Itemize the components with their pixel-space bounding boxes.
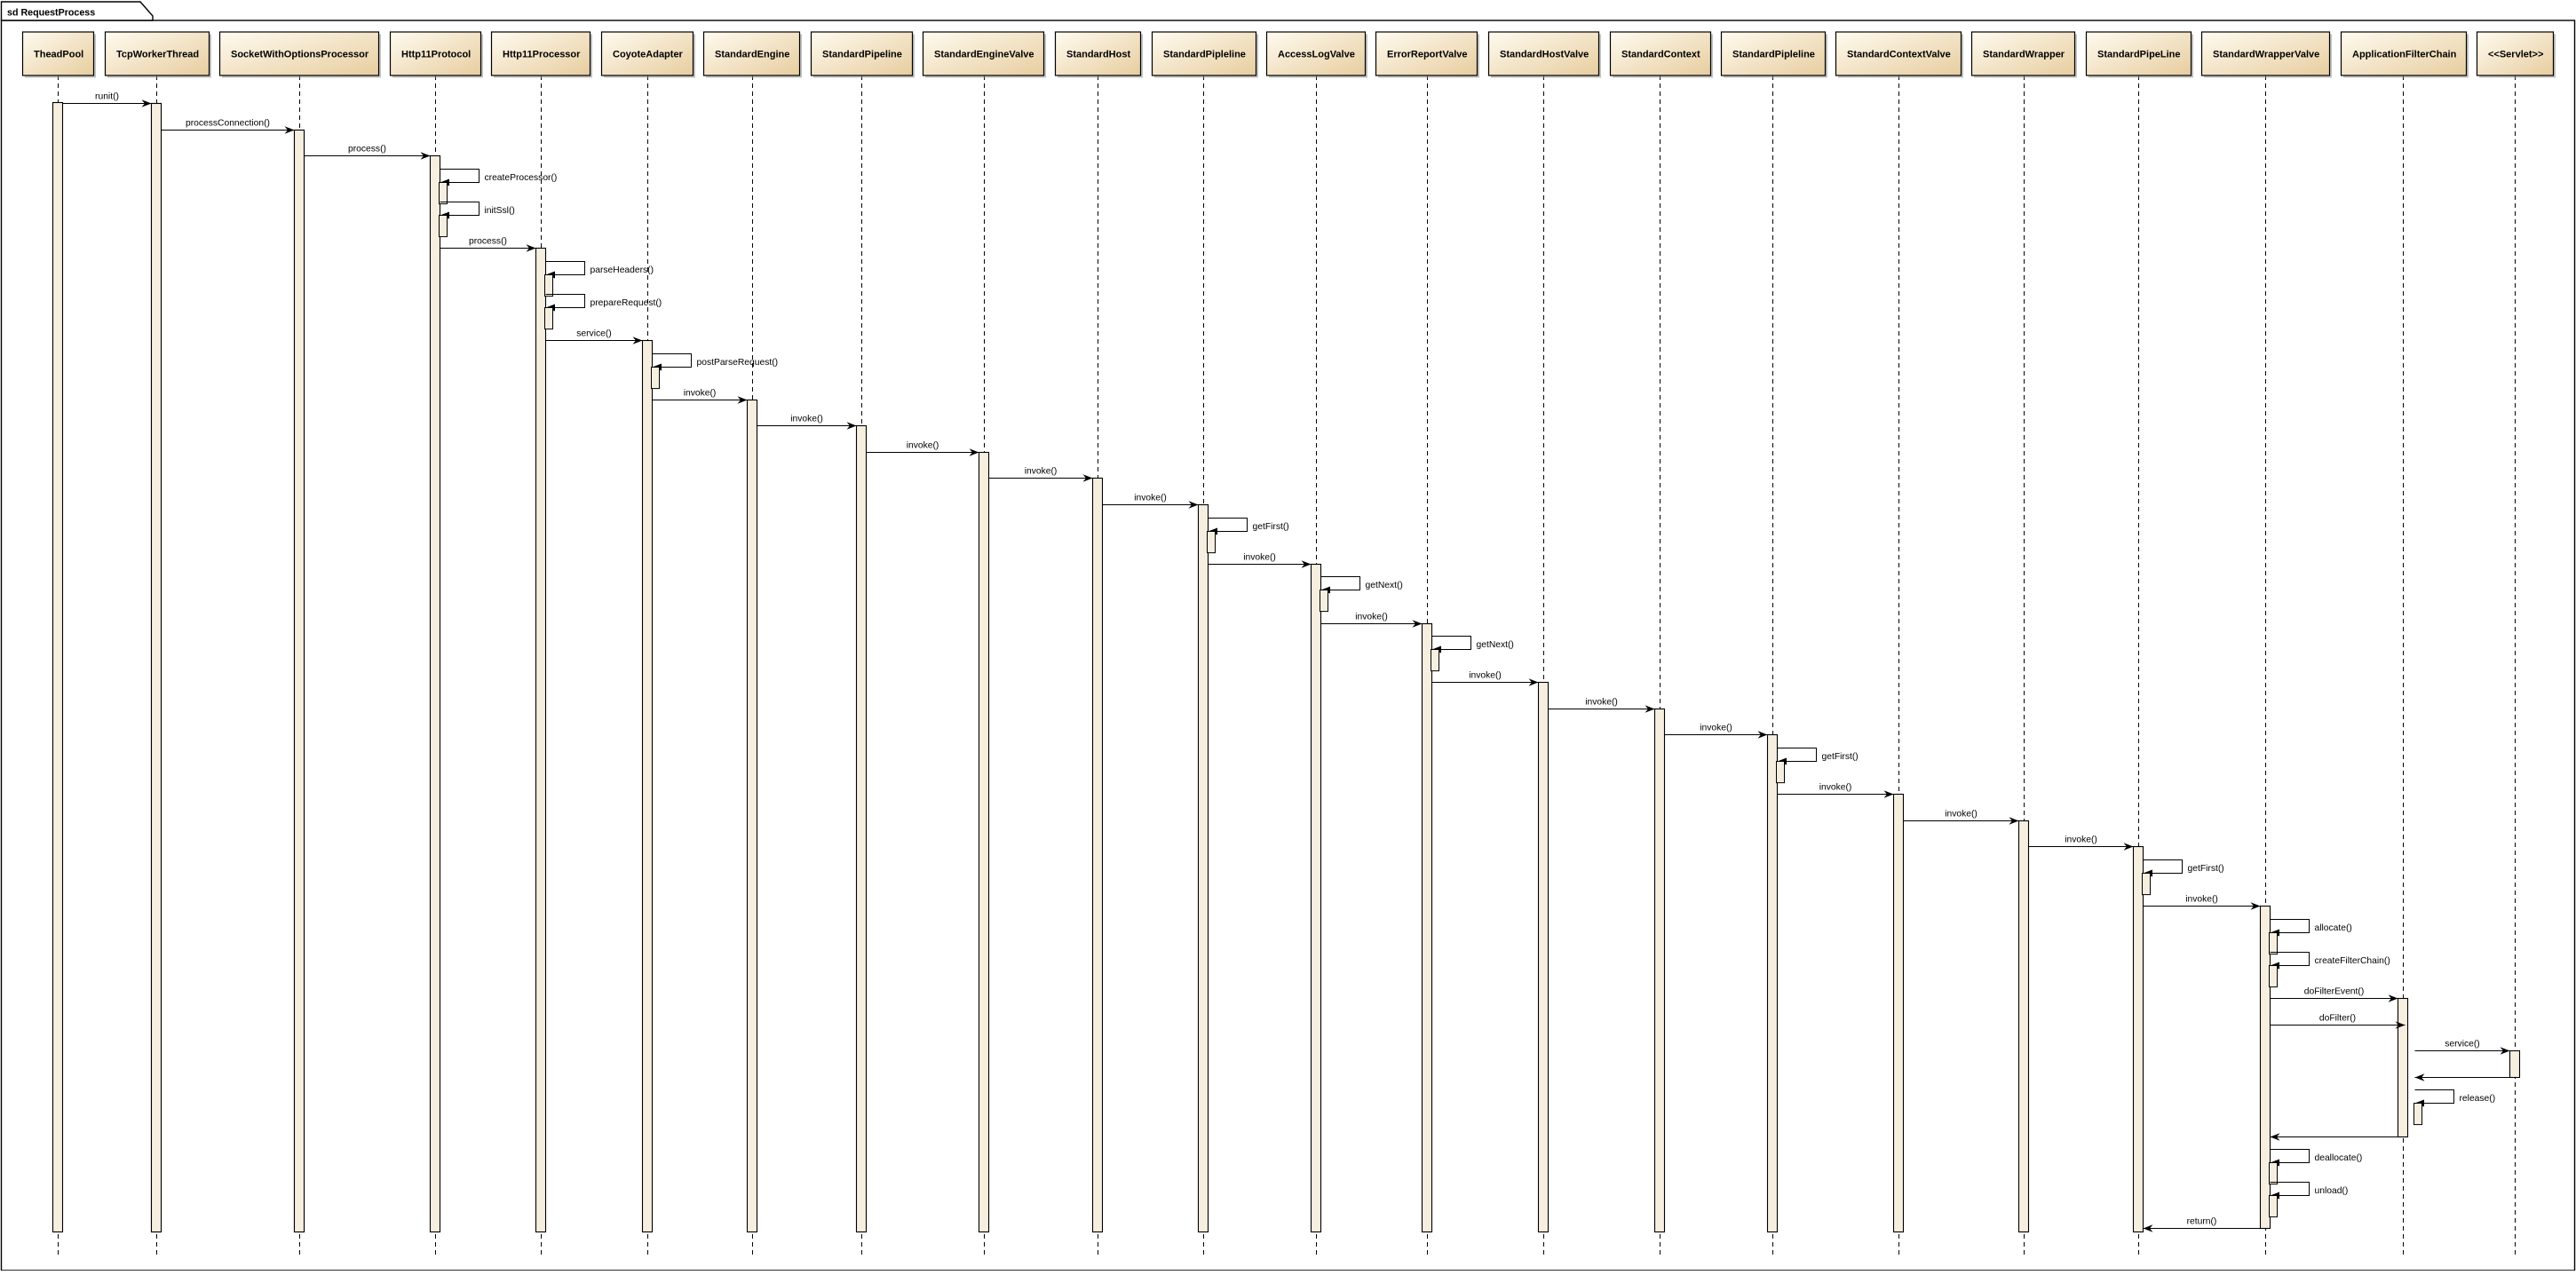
svg-text:process(): process(): [348, 145, 386, 154]
svg-text:parseHeaders(): parseHeaders(): [590, 265, 654, 275]
svg-text:invoke(): invoke(): [2185, 895, 2218, 905]
svg-text:invoke(): invoke(): [1469, 671, 1502, 681]
svg-text:getFirst(): getFirst(): [2188, 864, 2224, 874]
svg-text:deallocate(): deallocate(): [2315, 1153, 2363, 1163]
svg-text:service(): service(): [2445, 1040, 2479, 1049]
svg-text:StandardContextValve: StandardContextValve: [1847, 50, 1951, 60]
svg-text:StandardHost: StandardHost: [1066, 50, 1130, 60]
svg-text:AccessLogValve: AccessLogValve: [1278, 50, 1355, 60]
svg-text:prepareRequest(): prepareRequest(): [590, 298, 662, 308]
svg-text:invoke(): invoke(): [1025, 467, 1058, 477]
svg-text:TcpWorkerThread: TcpWorkerThread: [116, 50, 199, 60]
svg-text:Http11Protocol: Http11Protocol: [401, 50, 471, 60]
svg-text:StandardPipleline: StandardPipleline: [1732, 50, 1815, 60]
svg-text:invoke(): invoke(): [684, 389, 717, 399]
svg-text:invoke(): invoke(): [1945, 810, 1978, 820]
svg-text:getNext(): getNext(): [1477, 640, 1514, 650]
svg-text:StandardEngineValve: StandardEngineValve: [934, 50, 1034, 60]
svg-text:invoke(): invoke(): [1243, 553, 1276, 563]
svg-text:processConnection(): processConnection(): [186, 119, 270, 129]
svg-text:StandardEngine: StandardEngine: [715, 50, 789, 60]
svg-text:sd RequestProcess: sd RequestProcess: [7, 8, 95, 19]
svg-text:StandardPipleline: StandardPipleline: [1163, 50, 1246, 60]
svg-text:initSsl(): initSsl(): [485, 206, 515, 216]
svg-text:invoke(): invoke(): [1134, 494, 1167, 503]
svg-text:invoke(): invoke(): [907, 441, 939, 451]
svg-text:postParseRequest(): postParseRequest(): [697, 358, 779, 368]
svg-text:invoke(): invoke(): [1585, 698, 1618, 708]
svg-text:getNext(): getNext(): [1366, 581, 1403, 590]
svg-text:return(): return(): [2187, 1217, 2217, 1227]
svg-text:StandardWrapper: StandardWrapper: [1983, 50, 2065, 60]
svg-text:invoke(): invoke(): [1355, 613, 1388, 622]
svg-text:doFilter(): doFilter(): [2319, 1014, 2356, 1024]
svg-text:allocate(): allocate(): [2315, 923, 2352, 933]
svg-text:ErrorReportValve: ErrorReportValve: [1387, 50, 1467, 60]
svg-text:StandardContext: StandardContext: [1621, 50, 1700, 60]
svg-text:StandardPipeLine: StandardPipeLine: [2097, 50, 2181, 60]
svg-text:release(): release(): [2460, 1094, 2496, 1104]
svg-text:service(): service(): [576, 329, 611, 339]
svg-text:StandardWrapperValve: StandardWrapperValve: [2213, 50, 2319, 60]
svg-text:SocketWithOptionsProcessor: SocketWithOptionsProcessor: [231, 50, 369, 60]
svg-text:createFilterChain(): createFilterChain(): [2315, 956, 2390, 966]
svg-text:invoke(): invoke(): [1700, 724, 1732, 733]
svg-text:ApplicationFilterChain: ApplicationFilterChain: [2352, 50, 2457, 60]
svg-text:Http11Processor: Http11Processor: [503, 50, 581, 60]
svg-text:getFirst(): getFirst(): [1822, 752, 1859, 762]
svg-text:invoke(): invoke(): [790, 415, 823, 424]
svg-text:createProcessor(): createProcessor(): [485, 173, 558, 183]
svg-text:CoyoteAdapter: CoyoteAdapter: [613, 50, 684, 60]
svg-text:process(): process(): [469, 237, 507, 247]
svg-text:StandardPipeline: StandardPipeline: [822, 50, 902, 60]
svg-text:invoke(): invoke(): [1819, 783, 1852, 793]
svg-text:<<Servlet>>: <<Servlet>>: [2488, 50, 2543, 60]
svg-text:doFilterEvent(): doFilterEvent(): [2304, 987, 2365, 997]
svg-text:getFirst(): getFirst(): [1253, 522, 1289, 532]
svg-text:TheadPool: TheadPool: [34, 50, 83, 60]
svg-text:runit(): runit(): [95, 92, 119, 102]
svg-text:unload(): unload(): [2315, 1186, 2349, 1196]
svg-text:invoke(): invoke(): [2065, 835, 2097, 845]
svg-text:StandardHostValve: StandardHostValve: [1500, 50, 1589, 60]
